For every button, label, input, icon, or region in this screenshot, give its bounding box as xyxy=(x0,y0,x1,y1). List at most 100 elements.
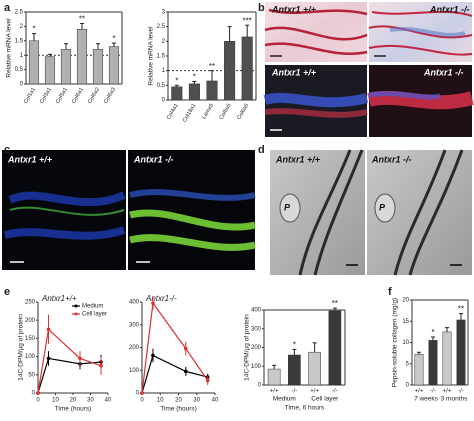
legend-swatch xyxy=(74,304,78,308)
bar xyxy=(267,368,281,386)
point xyxy=(46,356,51,361)
x-tick-label: 10 xyxy=(157,398,164,404)
bar xyxy=(442,331,452,386)
x-tick-label: +/+ xyxy=(415,389,424,395)
y-tick-label: 0 xyxy=(162,98,166,104)
bar xyxy=(44,56,56,85)
x-tick-label: 20 xyxy=(175,398,182,404)
series-line xyxy=(141,354,208,394)
y-tick-label: 1 xyxy=(162,68,166,74)
y-tick-label: 0 xyxy=(136,391,140,397)
panel-label: e xyxy=(4,286,10,298)
bar xyxy=(171,86,183,101)
y-tick-label: 2 xyxy=(162,39,166,45)
x-tick-label: Col6a5 xyxy=(219,103,233,121)
bar xyxy=(60,49,72,85)
image-label: Antxr1 +/+ xyxy=(271,67,317,77)
y-tick-label: 3 xyxy=(162,10,166,16)
y-tick-label: 0.5 xyxy=(15,67,24,73)
point xyxy=(36,391,40,395)
image-label: Antxr1 -/- xyxy=(371,154,412,164)
group-label: Cell layer xyxy=(311,396,339,403)
bar xyxy=(188,83,200,101)
y-tick-label: 0.5 xyxy=(157,83,166,89)
x-tick-label: -/- xyxy=(332,389,338,395)
y-axis-label: Pepsin-soluble collagen (mg/g) xyxy=(392,298,399,387)
y-tick-label: 200 xyxy=(129,345,140,351)
point xyxy=(184,346,188,351)
panel-label: c xyxy=(4,144,10,156)
x-tick-label: Lama5 xyxy=(201,103,215,121)
x-tick-label: -/- xyxy=(292,389,298,395)
significance: * xyxy=(112,34,115,43)
bar xyxy=(241,36,253,101)
y-tick-label: 200 xyxy=(25,318,36,324)
y-tick-label: 300 xyxy=(251,326,262,332)
y-tick-label: 0 xyxy=(406,383,410,389)
y-tick-label: 2.5 xyxy=(15,10,24,16)
bar xyxy=(108,46,120,85)
y-tick-label: 250 xyxy=(25,300,36,306)
point xyxy=(140,391,144,395)
bar xyxy=(92,49,104,85)
image-label: P xyxy=(379,202,386,212)
y-tick-label: 1.5 xyxy=(15,38,24,44)
panel-label: b xyxy=(258,2,265,14)
bar xyxy=(288,354,301,386)
y-tick-label: 0 xyxy=(20,82,24,88)
x-tick-label: 30 xyxy=(87,398,94,404)
bar xyxy=(414,354,424,386)
image-label: Antxr1 -/- xyxy=(423,67,464,77)
bar xyxy=(428,340,438,386)
significance: * xyxy=(175,76,178,85)
significance: * xyxy=(293,340,296,349)
image-c xyxy=(2,150,256,270)
y-tick-label: 10 xyxy=(402,340,409,346)
y-tick-label: 15 xyxy=(402,319,409,325)
bar xyxy=(76,29,88,85)
bar xyxy=(456,319,466,386)
image-d xyxy=(270,149,472,276)
image-label: Antxr1 +/+ xyxy=(7,154,53,164)
x-tick-label: Col4a1 xyxy=(166,103,180,121)
x-tick-label: Col18a1 xyxy=(182,103,197,124)
series-line xyxy=(37,357,102,394)
x-tick-label: 40 xyxy=(105,398,112,404)
image-label: Antxr1 +/+ xyxy=(275,154,321,164)
y-tick-label: 100 xyxy=(129,368,140,374)
significance: ** xyxy=(209,62,215,71)
y-tick-label: 400 xyxy=(129,300,140,306)
significance: * xyxy=(32,25,35,34)
x-tick-label: 20 xyxy=(70,398,77,404)
y-tick-label: 20 xyxy=(402,298,409,304)
series-line xyxy=(37,328,102,394)
y-tick-label: 0 xyxy=(258,383,262,389)
bar xyxy=(224,41,236,101)
image-label: Antxr1 -/- xyxy=(429,4,470,14)
image-label: P xyxy=(284,202,291,212)
image-label: Antxr1 -/- xyxy=(133,154,174,164)
chart-title: Antxr1+/+ xyxy=(41,294,77,303)
significance: * xyxy=(431,328,434,337)
point xyxy=(151,301,155,305)
image-label: Antxr1 +/+ xyxy=(271,4,317,14)
point xyxy=(205,378,210,383)
significance: ** xyxy=(332,299,338,308)
x-tick-label: 40 xyxy=(212,398,219,404)
x-axis-label: Time (hours) xyxy=(160,406,197,413)
y-tick-label: 2 xyxy=(20,24,24,30)
x-tick-label: -/- xyxy=(430,389,436,395)
point xyxy=(78,356,82,361)
point xyxy=(99,363,103,368)
x-tick-label: Col6a1 xyxy=(71,87,85,105)
legend-label: Medium xyxy=(82,304,103,310)
bar xyxy=(328,310,342,386)
bar xyxy=(28,40,40,85)
series-line xyxy=(141,301,209,394)
x-tick-label: Col6a2 xyxy=(87,87,101,105)
significance: *** xyxy=(243,16,252,25)
x-tick-label: +/+ xyxy=(443,389,452,395)
y-tick-label: 150 xyxy=(25,336,36,342)
y-tick-label: 2.5 xyxy=(157,24,166,30)
